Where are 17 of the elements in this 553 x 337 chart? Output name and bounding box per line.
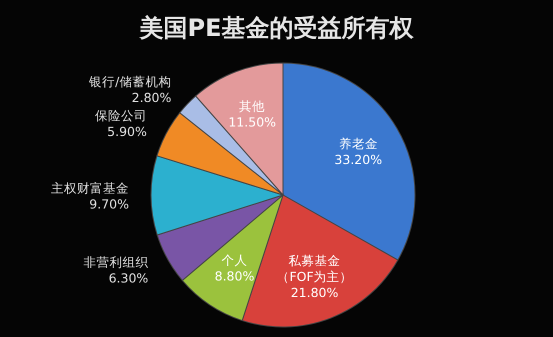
data-label: 33.20% bbox=[334, 152, 382, 168]
data-label: 2.80% bbox=[132, 90, 172, 105]
slice-label: 私募基金（FOF为主） bbox=[276, 253, 353, 284]
data-label: 8.80% bbox=[214, 268, 254, 284]
data-label: 9.70% bbox=[89, 196, 130, 212]
data-label: 11.50% bbox=[228, 114, 276, 130]
chart-title: 美国PE基金的受益所有权 bbox=[138, 14, 414, 42]
data-label: 21.80% bbox=[290, 285, 339, 300]
data-label: 6.30% bbox=[108, 270, 148, 286]
slice-label: 非营利组织 bbox=[83, 254, 148, 270]
data-label: 5.90% bbox=[107, 124, 148, 139]
slice-label: 主权财富基金 bbox=[51, 180, 129, 196]
slice-label: 银行/储蓄机构 bbox=[88, 74, 172, 89]
slice-label: 其他 bbox=[239, 98, 266, 114]
slice-label: 养老金 bbox=[338, 136, 378, 152]
slice-label: 个人 bbox=[221, 252, 248, 268]
slice-label: 保险公司 bbox=[94, 108, 147, 123]
